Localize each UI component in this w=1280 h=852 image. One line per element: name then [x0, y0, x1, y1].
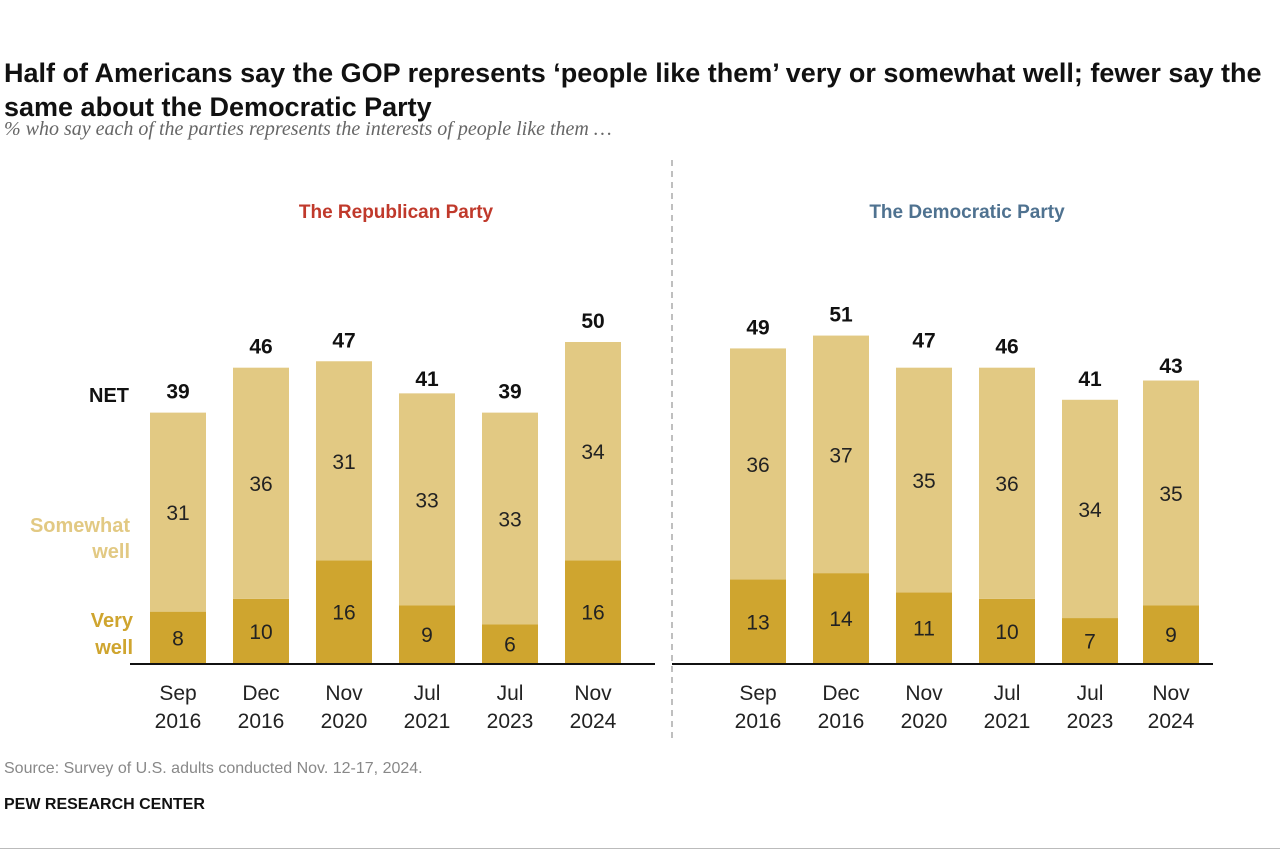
- bar-very-well: [565, 560, 621, 663]
- bar-very-well: [1062, 618, 1118, 663]
- bar-very-well: [399, 605, 455, 663]
- data-label-very-well: 9: [1165, 624, 1177, 647]
- data-label-very-well: 10: [249, 621, 272, 644]
- data-label-net: 43: [1159, 355, 1182, 378]
- data-label-net: 41: [1078, 368, 1102, 391]
- data-label-net: 49: [746, 316, 769, 339]
- x-tick-label-year: 2016: [818, 710, 865, 733]
- bar-somewhat-well: [896, 367, 952, 593]
- x-tick-label-year: 2020: [901, 710, 948, 733]
- data-label-very-well: 6: [504, 634, 516, 657]
- bar-very-well: [150, 611, 206, 663]
- chart-subtitle: % who say each of the parties represents…: [4, 118, 612, 140]
- data-label-somewhat-well: 35: [1159, 483, 1182, 506]
- bar-very-well: [896, 592, 952, 663]
- x-tick-label-month: Dec: [242, 682, 279, 705]
- data-label-somewhat-well: 36: [249, 473, 272, 496]
- bar-somewhat-well: [233, 367, 289, 599]
- x-tick-label-year: 2023: [1067, 710, 1114, 733]
- chart-title: Half of Americans say the GOP represents…: [4, 58, 1262, 122]
- bar-somewhat-well: [979, 367, 1035, 599]
- data-label-somewhat-well: 36: [995, 473, 1018, 496]
- bar-very-well: [813, 573, 869, 663]
- x-tick-label-year: 2024: [1148, 710, 1195, 733]
- bar-very-well: [233, 598, 289, 663]
- bottom-rule: [0, 848, 1280, 849]
- x-tick-label-month: Jul: [994, 682, 1021, 705]
- bar-somewhat-well: [482, 412, 538, 625]
- bar-somewhat-well: [1062, 399, 1118, 619]
- data-label-somewhat-well: 31: [332, 451, 355, 474]
- bar-very-well: [1143, 605, 1199, 663]
- x-tick-label-month: Nov: [574, 682, 612, 705]
- x-tick-label-year: 2016: [735, 710, 782, 733]
- bar-somewhat-well: [565, 342, 621, 561]
- panel-title: The Democratic Party: [869, 202, 1065, 223]
- data-label-very-well: 10: [995, 621, 1018, 644]
- bar-somewhat-well: [730, 348, 786, 580]
- x-tick-label-month: Jul: [497, 682, 524, 705]
- data-label-net: 47: [912, 329, 935, 352]
- brand-logo-text: PEW RESEARCH CENTER: [4, 796, 205, 813]
- x-tick-label-month: Jul: [1077, 682, 1104, 705]
- data-label-somewhat-well: 33: [415, 489, 438, 512]
- bar-somewhat-well: [1143, 380, 1199, 606]
- x-tick-label-month: Dec: [822, 682, 859, 705]
- x-tick-label-month: Nov: [1152, 682, 1190, 705]
- x-tick-label-month: Sep: [739, 682, 776, 705]
- x-tick-label-year: 2016: [155, 710, 202, 733]
- bar-somewhat-well: [316, 361, 372, 561]
- x-tick-label-month: Sep: [159, 682, 196, 705]
- data-label-very-well: 8: [172, 627, 184, 650]
- data-label-net: 46: [249, 336, 272, 359]
- x-tick-label-year: 2020: [321, 710, 368, 733]
- x-tick-label-month: Nov: [325, 682, 363, 705]
- panel-title: The Republican Party: [299, 202, 494, 223]
- data-label-net: 41: [415, 368, 439, 391]
- bar-very-well: [316, 560, 372, 663]
- legend-very-well: Very: [91, 610, 134, 632]
- legend-somewhat-well: well: [91, 541, 130, 563]
- x-tick-label-month: Nov: [905, 682, 943, 705]
- data-label-very-well: 9: [421, 624, 433, 647]
- x-tick-label-year: 2023: [487, 710, 534, 733]
- data-label-somewhat-well: 31: [166, 502, 189, 525]
- source-note: Source: Survey of U.S. adults conducted …: [4, 760, 423, 777]
- bar-very-well: [482, 624, 538, 663]
- data-label-net: 39: [166, 381, 189, 404]
- bar-somewhat-well: [399, 393, 455, 606]
- x-tick-label-month: Jul: [414, 682, 441, 705]
- legend-net: NET: [89, 385, 129, 407]
- data-label-somewhat-well: 36: [746, 454, 769, 477]
- bar-somewhat-well: [813, 335, 869, 574]
- data-label-somewhat-well: 33: [498, 509, 521, 532]
- data-label-net: 46: [995, 336, 1018, 359]
- legend-very-well: well: [94, 637, 133, 659]
- data-label-net: 39: [498, 381, 521, 404]
- x-tick-label-year: 2024: [570, 710, 617, 733]
- data-label-very-well: 13: [746, 611, 769, 634]
- data-label-net: 50: [581, 310, 604, 333]
- data-label-somewhat-well: 34: [1078, 499, 1102, 522]
- x-tick-label-year: 2021: [984, 710, 1031, 733]
- data-label-very-well: 16: [332, 602, 355, 625]
- data-label-net: 51: [829, 304, 853, 327]
- data-label-somewhat-well: 35: [912, 470, 935, 493]
- data-label-somewhat-well: 34: [581, 441, 605, 464]
- bar-somewhat-well: [150, 412, 206, 612]
- bar-very-well: [979, 598, 1035, 663]
- data-label-very-well: 7: [1084, 631, 1096, 654]
- data-label-very-well: 14: [829, 608, 853, 631]
- legend-somewhat-well: Somewhat: [30, 515, 130, 537]
- data-label-somewhat-well: 37: [829, 444, 852, 467]
- bar-very-well: [730, 579, 786, 663]
- x-tick-label-year: 2021: [404, 710, 451, 733]
- data-label-net: 47: [332, 329, 355, 352]
- x-tick-label-year: 2016: [238, 710, 285, 733]
- data-label-very-well: 16: [581, 602, 604, 625]
- data-label-very-well: 11: [913, 618, 935, 641]
